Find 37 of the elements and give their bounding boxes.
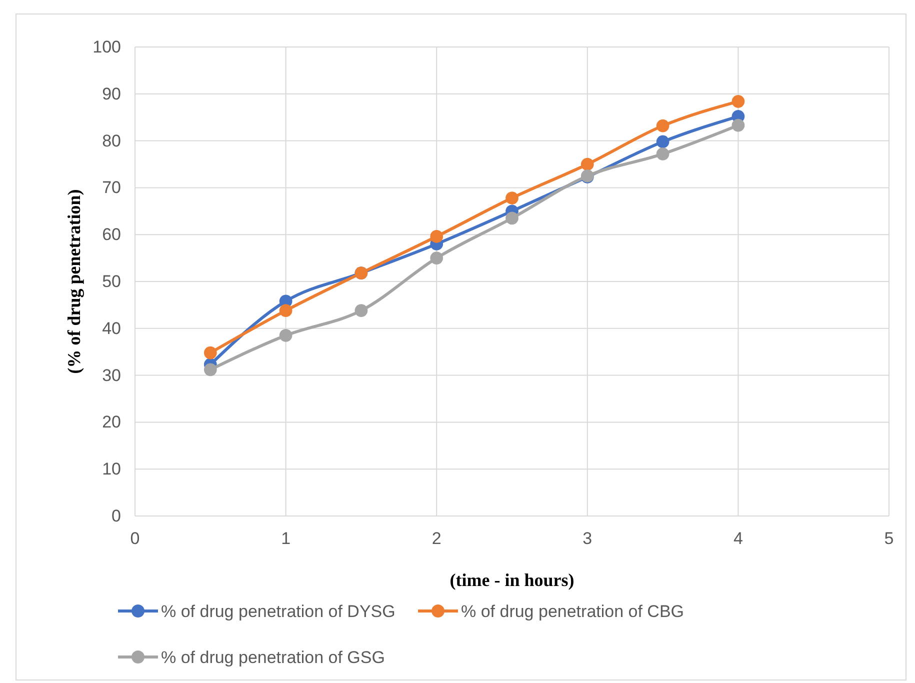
x-tick-label: 2 xyxy=(432,529,442,548)
y-tick-label: 40 xyxy=(102,318,121,338)
point xyxy=(732,94,745,108)
point xyxy=(656,148,670,160)
x-tick-label: 1 xyxy=(281,529,291,548)
point xyxy=(656,119,670,132)
point xyxy=(506,192,518,204)
y-axis-title: (% of drug penetration) xyxy=(64,189,84,374)
point xyxy=(354,304,368,317)
x-axis-title: (time - in hours) xyxy=(450,570,574,590)
point xyxy=(279,304,292,317)
y-tick-label: 10 xyxy=(102,460,121,479)
point xyxy=(204,346,217,360)
legend-label: % of drug penetration of GSG xyxy=(161,648,385,667)
point xyxy=(204,363,217,376)
y-tick-label: 30 xyxy=(102,366,121,385)
y-tick-label: 0 xyxy=(112,506,121,526)
y-tick-label: 20 xyxy=(102,412,121,432)
point xyxy=(732,118,745,132)
point xyxy=(506,212,518,225)
point xyxy=(430,252,444,264)
legend-label: % of drug penetration of DYSG xyxy=(161,602,396,621)
point xyxy=(656,135,670,148)
y-tick-label: 50 xyxy=(102,272,121,291)
legend-label: % of drug penetration of CBG xyxy=(461,602,684,621)
point xyxy=(580,158,594,171)
x-tick-label: 5 xyxy=(884,529,894,548)
y-tick-label: 60 xyxy=(102,225,121,244)
x-tick-label: 4 xyxy=(733,529,743,548)
x-tick-label: 3 xyxy=(582,529,592,548)
y-tick-label: 70 xyxy=(102,178,121,198)
point xyxy=(279,329,292,342)
x-tick-label: 0 xyxy=(130,529,140,548)
y-tick-label: 90 xyxy=(102,84,121,104)
y-tick-label: 100 xyxy=(92,37,121,56)
y-tick-label: 80 xyxy=(102,131,121,150)
point xyxy=(430,230,444,243)
